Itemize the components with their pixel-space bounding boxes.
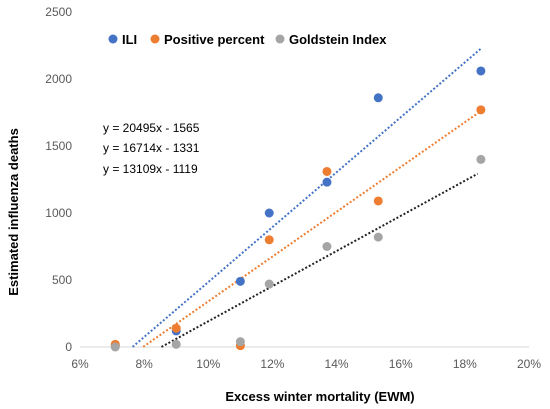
equation-ili: y = 20495x - 1565 (103, 121, 200, 135)
point-goldstein-index (264, 279, 274, 289)
trendline-equations: y = 20495x - 1565 y = 16714x - 1331 y = … (103, 121, 200, 176)
point-goldstein-index (322, 242, 332, 251)
point-ili (373, 93, 383, 103)
point-ili (476, 66, 486, 76)
trendline-ili (131, 47, 482, 348)
x-axis-title: Excess winter mortality (EWM) (225, 389, 414, 404)
y-tick-label: 2500 (45, 5, 72, 19)
trendline-goldstein-index (160, 172, 479, 348)
y-tick-label: 0 (65, 340, 72, 354)
point-goldstein-index (235, 337, 245, 347)
legend-label-goldstein-index: Goldstein Index (289, 32, 387, 47)
legend-marker-positive-percent (150, 34, 160, 44)
legend: ILI Positive percent Goldstein Index (108, 32, 387, 47)
x-axis-ticks: 6% 8% 10% 12% 14% 16% 18% 20% (71, 357, 541, 371)
x-tick-label: 12% (260, 357, 284, 371)
y-axis-title: Estimated influenza deaths (6, 128, 21, 296)
point-goldstein-index (476, 154, 486, 164)
legend-marker-ili (108, 34, 118, 44)
legend-marker-goldstein-index (275, 34, 285, 44)
point-goldstein-index (171, 339, 181, 349)
point-ili (322, 177, 332, 187)
point-goldstein-index (110, 342, 120, 352)
point-positive-percent (264, 235, 274, 245)
point-ili (235, 276, 245, 286)
x-tick-label: 20% (517, 357, 541, 371)
y-tick-label: 2000 (45, 72, 72, 86)
trendline-positive-percent (142, 110, 482, 348)
point-positive-percent (373, 196, 383, 206)
legend-label-ili: ILI (122, 32, 137, 47)
x-tick-label: 10% (196, 357, 220, 371)
point-goldstein-index (373, 232, 383, 242)
point-positive-percent (171, 323, 181, 333)
x-tick-label: 18% (453, 357, 477, 371)
y-tick-label: 1000 (45, 206, 72, 220)
x-tick-label: 6% (71, 357, 89, 371)
point-positive-percent (322, 166, 332, 176)
equation-positive-percent: y = 16714x - 1331 (103, 141, 200, 155)
y-tick-label: 1500 (45, 139, 72, 153)
y-tick-label: 500 (52, 273, 72, 287)
trendlines (131, 47, 482, 348)
point-positive-percent (476, 105, 486, 115)
x-tick-label: 8% (135, 357, 153, 371)
equation-goldstein-index: y = 13109x - 1119 (103, 162, 198, 176)
y-axis-ticks: 0 500 1000 1500 2000 2500 (45, 5, 72, 354)
x-tick-label: 14% (325, 357, 349, 371)
x-tick-label: 16% (389, 357, 413, 371)
legend-label-positive-percent: Positive percent (164, 32, 265, 47)
point-ili (264, 208, 274, 218)
data-points (110, 66, 486, 352)
